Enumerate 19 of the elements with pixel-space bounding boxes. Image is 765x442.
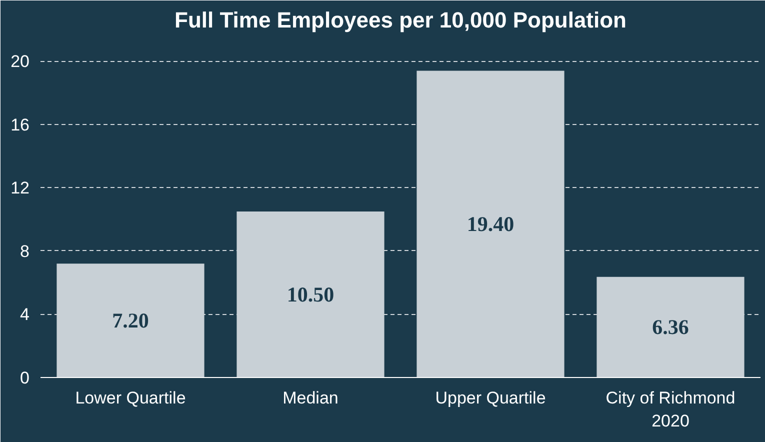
- x-tick-label: Lower Quartile: [75, 388, 186, 408]
- y-tick-label: 0: [20, 368, 30, 388]
- bar: [416, 70, 564, 378]
- data-label: 10.50: [286, 282, 334, 306]
- bar: [56, 264, 204, 378]
- x-tick-label: City of Richmond 2020: [606, 388, 736, 430]
- data-label: 19.40: [466, 212, 514, 236]
- y-tick-label: 20: [10, 52, 30, 72]
- y-tick-label: 16: [10, 115, 30, 134]
- y-tick-label: 8: [20, 242, 30, 261]
- data-label: 7.20: [112, 308, 149, 333]
- data-label: 6.36: [652, 315, 689, 340]
- chart-title: Full Time Employees per 10,000 Population: [174, 8, 626, 32]
- bar: [236, 211, 384, 378]
- x-tick-label: Upper Quartile: [435, 388, 546, 408]
- y-tick-label: 12: [10, 178, 30, 198]
- x-tick-label: Median: [282, 388, 338, 408]
- bar: [596, 276, 744, 378]
- y-tick-label: 4: [20, 305, 30, 324]
